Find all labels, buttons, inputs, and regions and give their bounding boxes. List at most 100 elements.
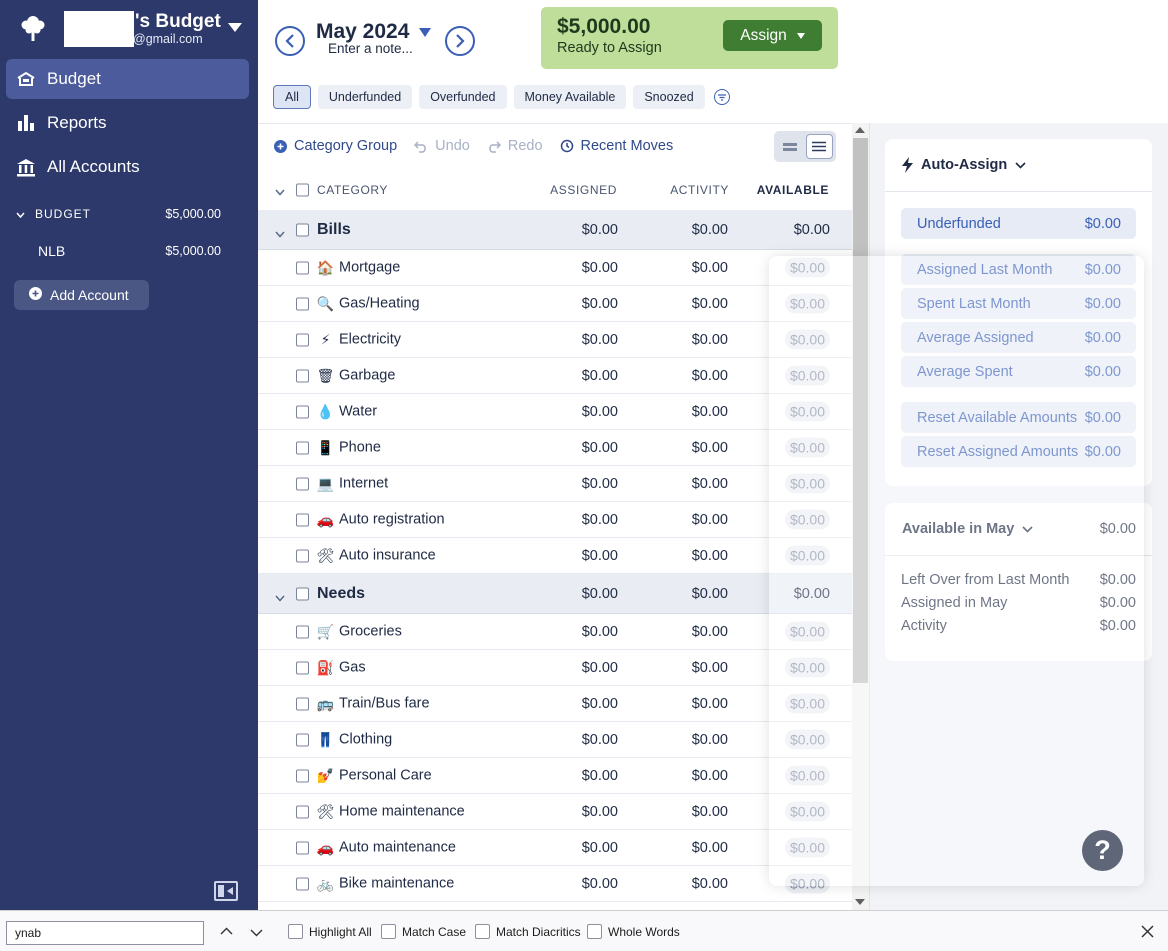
group-checkbox[interactable] bbox=[296, 587, 309, 600]
undo-button[interactable]: Undo bbox=[414, 138, 470, 154]
filter-snoozed[interactable]: Snoozed bbox=[633, 85, 705, 109]
category-name[interactable]: 🏠 Mortgage bbox=[317, 259, 400, 276]
month-selector[interactable]: May 2024 bbox=[316, 20, 432, 44]
category-name[interactable]: ⛽ Gas bbox=[317, 659, 366, 676]
activity-cell[interactable]: $0.00 bbox=[691, 623, 728, 640]
add-category-group-button[interactable]: Category Group bbox=[274, 138, 397, 154]
filter-all[interactable]: All bbox=[273, 85, 311, 109]
assigned-cell[interactable]: $0.00 bbox=[581, 259, 618, 276]
category-name[interactable]: 🛒 Groceries bbox=[317, 623, 402, 640]
chevron-down-icon[interactable] bbox=[275, 589, 285, 602]
find-previous-icon[interactable] bbox=[220, 924, 233, 938]
nav-all-accounts[interactable]: All Accounts bbox=[6, 147, 249, 187]
category-checkbox[interactable] bbox=[296, 405, 309, 418]
nav-reports[interactable]: Reports bbox=[6, 103, 249, 143]
category-row[interactable]: 🚗 Auto maintenance $0.00 $0.00 $0.00 bbox=[258, 830, 852, 866]
category-name[interactable]: 🗑 Garbage bbox=[317, 367, 396, 384]
category-checkbox[interactable] bbox=[296, 769, 309, 782]
available-pill[interactable]: $0.00 bbox=[784, 401, 830, 421]
activity-cell[interactable]: $0.00 bbox=[691, 295, 728, 312]
available-pill[interactable]: $0.00 bbox=[784, 545, 830, 565]
activity-cell[interactable]: $0.00 bbox=[691, 259, 728, 276]
activity-cell[interactable]: $0.00 bbox=[691, 547, 728, 564]
activity-cell[interactable]: $0.00 bbox=[691, 439, 728, 456]
assigned-cell[interactable]: $0.00 bbox=[581, 295, 618, 312]
activity-cell[interactable]: $0.00 bbox=[691, 767, 728, 784]
assigned-cell[interactable]: $0.00 bbox=[581, 731, 618, 748]
group-checkbox[interactable] bbox=[296, 223, 309, 236]
assigned-cell[interactable]: $0.00 bbox=[581, 439, 618, 456]
category-row[interactable]: 🛠 Auto insurance $0.00 $0.00 $0.00 bbox=[258, 538, 852, 574]
auto-assign-option[interactable]: Assigned Last Month $0.00 bbox=[901, 254, 1136, 285]
filter-underfunded[interactable]: Underfunded bbox=[317, 85, 413, 109]
category-row[interactable]: ⛽ Gas $0.00 $0.00 $0.00 bbox=[258, 650, 852, 686]
assigned-cell[interactable]: $0.00 bbox=[581, 803, 618, 820]
available-pill[interactable]: $0.00 bbox=[784, 837, 830, 857]
category-row[interactable]: 🏠 Mortgage $0.00 $0.00 $0.00 bbox=[258, 250, 852, 286]
available-pill[interactable]: $0.00 bbox=[784, 365, 830, 385]
assigned-cell[interactable]: $0.00 bbox=[581, 875, 618, 892]
available-pill[interactable]: $0.00 bbox=[784, 329, 830, 349]
available-pill[interactable]: $0.00 bbox=[784, 657, 830, 677]
category-checkbox[interactable] bbox=[296, 805, 309, 818]
assigned-cell[interactable]: $0.00 bbox=[581, 623, 618, 640]
category-row[interactable]: 👖 Clothing $0.00 $0.00 $0.00 bbox=[258, 722, 852, 758]
category-checkbox[interactable] bbox=[296, 625, 309, 638]
redo-button[interactable]: Redo bbox=[487, 138, 543, 154]
category-name[interactable]: 🛠 Home maintenance bbox=[317, 803, 465, 820]
category-checkbox[interactable] bbox=[296, 441, 309, 454]
compact-view-icon[interactable] bbox=[777, 134, 804, 159]
category-row[interactable]: ⚡ Electricity $0.00 $0.00 $0.00 bbox=[258, 322, 852, 358]
category-name[interactable]: ⚡ Electricity bbox=[317, 331, 401, 348]
category-group-row[interactable]: Needs $0.00 $0.00 $0.00 bbox=[258, 574, 852, 614]
available-pill[interactable]: $0.00 bbox=[784, 765, 830, 785]
category-name[interactable]: 👖 Clothing bbox=[317, 731, 392, 748]
scroll-up-icon[interactable] bbox=[855, 127, 865, 133]
collapse-sidebar-icon[interactable] bbox=[214, 881, 238, 901]
category-row[interactable]: 💧 Water $0.00 $0.00 $0.00 bbox=[258, 394, 852, 430]
chevron-down-icon[interactable] bbox=[275, 225, 285, 238]
activity-cell[interactable]: $0.00 bbox=[691, 403, 728, 420]
category-row[interactable]: 🗑 Garbage $0.00 $0.00 $0.00 bbox=[258, 358, 852, 394]
category-checkbox[interactable] bbox=[296, 369, 309, 382]
category-name[interactable]: 📱 Phone bbox=[317, 439, 381, 456]
month-note-input[interactable]: Enter a note... bbox=[328, 41, 413, 56]
activity-cell[interactable]: $0.00 bbox=[691, 475, 728, 492]
select-all-checkbox[interactable] bbox=[296, 183, 309, 197]
category-checkbox[interactable] bbox=[296, 877, 309, 890]
assign-button[interactable]: Assign bbox=[723, 20, 822, 51]
activity-cell[interactable]: $0.00 bbox=[691, 367, 728, 384]
assigned-cell[interactable]: $0.00 bbox=[581, 511, 618, 528]
whole-words-checkbox[interactable]: Whole Words bbox=[587, 924, 680, 939]
filter-settings-icon[interactable] bbox=[713, 89, 730, 105]
category-name[interactable]: 🚲 Bike maintenance bbox=[317, 875, 454, 892]
budget-menu[interactable]: 's Budget @gmail.com bbox=[20, 10, 250, 50]
available-pill[interactable]: $0.00 bbox=[784, 509, 830, 529]
find-input[interactable]: ynab bbox=[6, 921, 204, 945]
account-nlb[interactable]: NLB $5,000.00 bbox=[38, 243, 221, 259]
match-diacritics-checkbox[interactable]: Match Diacritics bbox=[475, 924, 581, 939]
activity-cell[interactable]: $0.00 bbox=[691, 803, 728, 820]
close-icon[interactable] bbox=[1141, 925, 1154, 941]
help-button[interactable]: ? bbox=[1082, 830, 1123, 871]
activity-cell[interactable]: $0.00 bbox=[691, 511, 728, 528]
category-row[interactable]: 💅 Personal Care $0.00 $0.00 $0.00 bbox=[258, 758, 852, 794]
category-checkbox[interactable] bbox=[296, 661, 309, 674]
available-pill[interactable]: $0.00 bbox=[784, 437, 830, 457]
available-header[interactable]: Available in May $0.00 bbox=[885, 503, 1152, 556]
category-checkbox[interactable] bbox=[296, 297, 309, 310]
assigned-cell[interactable]: $0.00 bbox=[581, 403, 618, 420]
prev-month-button[interactable] bbox=[275, 26, 305, 56]
category-name[interactable]: 🚗 Auto maintenance bbox=[317, 839, 456, 856]
assigned-cell[interactable]: $0.00 bbox=[581, 839, 618, 856]
category-row[interactable]: 🛠 Home maintenance $0.00 $0.00 $0.00 bbox=[258, 794, 852, 830]
auto-assign-option[interactable]: Spent Last Month $0.00 bbox=[901, 288, 1136, 319]
activity-cell[interactable]: $0.00 bbox=[691, 695, 728, 712]
category-checkbox[interactable] bbox=[296, 261, 309, 274]
category-row[interactable]: 💻 Internet $0.00 $0.00 $0.00 bbox=[258, 466, 852, 502]
category-row[interactable]: 🚌 Train/Bus fare $0.00 $0.00 $0.00 bbox=[258, 686, 852, 722]
chevron-down-icon[interactable] bbox=[228, 23, 242, 32]
available-pill[interactable]: $0.00 bbox=[784, 729, 830, 749]
category-name[interactable]: 🚗 Auto registration bbox=[317, 511, 445, 528]
category-row[interactable]: 🚲 Bike maintenance $0.00 $0.00 $0.00 bbox=[258, 866, 852, 902]
